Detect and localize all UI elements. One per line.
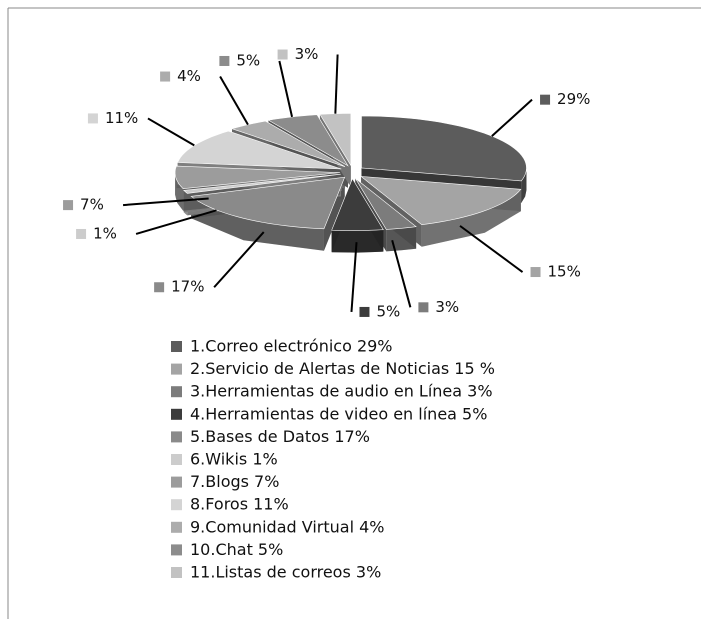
leader-line [213,231,265,288]
legend-label: 10.Chat 5% [190,540,283,559]
legend-swatch [171,567,182,578]
label-swatch [277,49,288,60]
slice-top [361,115,527,182]
leader-line [122,197,209,207]
data-label: 7% [80,196,104,214]
slice-top [183,173,341,194]
leader-line [278,60,294,118]
legend-swatch [171,408,182,420]
slice-top [267,114,349,167]
label-swatch [160,71,171,82]
label-swatch [63,200,74,211]
slice-top [355,178,417,230]
label-swatch [540,94,551,105]
data-label: 15% [548,263,581,281]
slice-top [360,175,522,226]
legend-swatch [171,363,182,375]
leader-line [350,242,358,313]
label-swatch [418,302,429,313]
data-label: 5% [376,302,400,320]
slice-side [521,167,527,203]
data-label: 3% [295,45,319,63]
data-label: 17% [171,278,204,296]
leader-line [334,54,339,114]
data-label: 5% [236,51,260,69]
leader-line [491,98,533,137]
leader-line [391,240,412,308]
slice-top [319,113,352,167]
label-swatch [530,267,541,278]
slice-top [190,176,346,230]
leader-line [219,76,249,126]
legend-label: 11.Listas de correos 3% [190,563,381,582]
legend-label: 7.Blogs 7% [190,472,279,491]
leader-line [147,117,195,147]
slice-side [421,189,521,247]
legend-label: 5.Bases de Datos 17% [190,427,370,446]
legend-swatch [171,499,182,511]
legend-label: 6.Wikis 1% [190,450,278,469]
data-label: 3% [435,298,459,316]
legend-label: 1.Correo electrónico 29% [190,337,393,356]
legend-swatch [171,431,182,443]
slice-side-shade [421,189,521,247]
slice-side-shade [521,167,527,203]
leader-line [459,225,524,273]
legend-label: 2.Servicio de Alertas de Noticias 15 % [190,359,495,378]
label-swatch [76,228,87,239]
legend-label: 3.Herramientas de audio en Línea 3% [190,382,493,401]
legend-swatch [171,386,182,398]
legend-swatch [171,521,182,533]
data-label: 4% [177,67,201,85]
label-swatch [154,282,165,293]
leader-line [135,209,217,235]
legend-label: 4.Herramientas de video en línea 5% [190,404,487,423]
data-label: 11% [105,109,138,127]
label-swatch [359,306,370,317]
legend-swatch [171,454,182,465]
legend-label: 9.Comunidad Virtual 4% [190,517,385,536]
slice-side-shade [331,229,384,253]
slice-side [191,196,324,251]
legend-swatch [171,341,182,352]
legend-swatch [171,476,182,488]
label-swatch [87,113,98,124]
pie-tops [174,113,527,231]
data-label: 1% [93,224,117,242]
slice-top [174,165,341,190]
label-swatch [219,55,230,66]
slice-top [331,177,384,231]
legend-label: 8.Foros 11% [190,495,289,514]
slice-side [331,229,384,253]
data-label: 29% [557,90,590,108]
slice-side-shade [191,196,324,251]
slice-top [177,130,342,170]
legend-swatch [171,544,182,556]
